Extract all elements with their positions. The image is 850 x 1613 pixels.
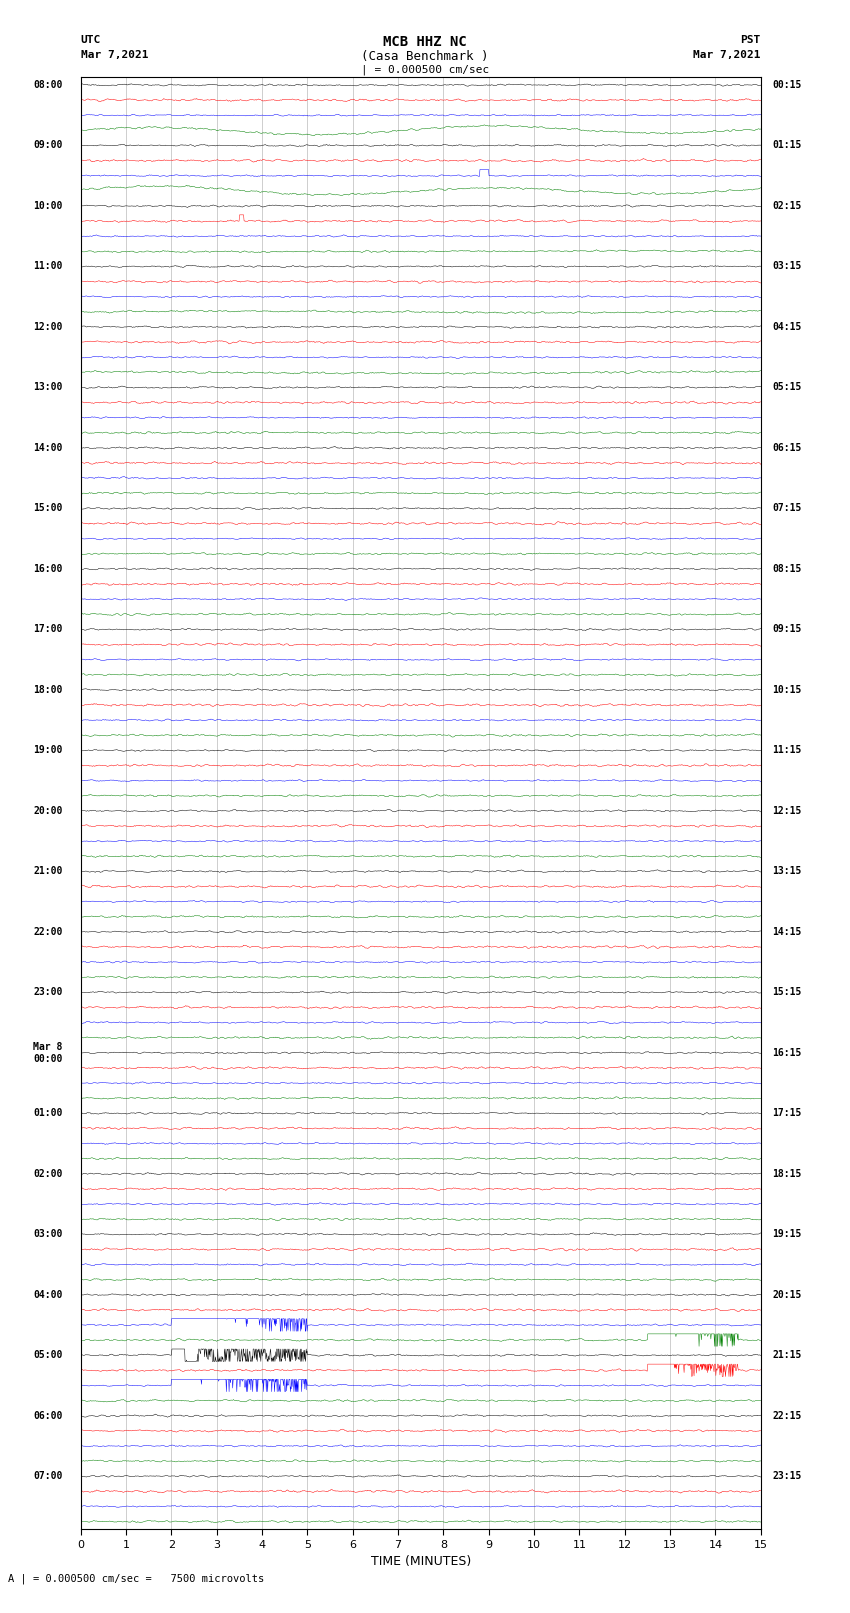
Text: 19:00: 19:00 [33, 745, 63, 755]
Text: 03:00: 03:00 [33, 1229, 63, 1239]
Text: 01:00: 01:00 [33, 1108, 63, 1118]
Text: Mar 8
00:00: Mar 8 00:00 [33, 1042, 63, 1063]
Text: 18:15: 18:15 [772, 1169, 802, 1179]
Text: A | = 0.000500 cm/sec =   7500 microvolts: A | = 0.000500 cm/sec = 7500 microvolts [8, 1573, 264, 1584]
Text: 22:00: 22:00 [33, 927, 63, 937]
Text: 20:15: 20:15 [772, 1290, 802, 1300]
Text: 09:00: 09:00 [33, 140, 63, 150]
Text: 14:00: 14:00 [33, 444, 63, 453]
Text: 04:15: 04:15 [772, 323, 802, 332]
Text: 09:15: 09:15 [772, 624, 802, 634]
Text: 14:15: 14:15 [772, 927, 802, 937]
Text: 05:15: 05:15 [772, 382, 802, 392]
Text: 11:00: 11:00 [33, 261, 63, 271]
Text: 20:00: 20:00 [33, 806, 63, 816]
Text: 10:15: 10:15 [772, 686, 802, 695]
Text: 17:00: 17:00 [33, 624, 63, 634]
Text: (Casa Benchmark ): (Casa Benchmark ) [361, 50, 489, 63]
Text: 01:15: 01:15 [772, 140, 802, 150]
Text: 03:15: 03:15 [772, 261, 802, 271]
Text: 05:00: 05:00 [33, 1350, 63, 1360]
Text: | = 0.000500 cm/sec: | = 0.000500 cm/sec [361, 65, 489, 76]
Text: 17:15: 17:15 [772, 1108, 802, 1118]
Text: 11:15: 11:15 [772, 745, 802, 755]
Text: 02:00: 02:00 [33, 1169, 63, 1179]
Text: 02:15: 02:15 [772, 202, 802, 211]
Text: 18:00: 18:00 [33, 686, 63, 695]
Text: Mar 7,2021: Mar 7,2021 [81, 50, 148, 60]
Text: 12:00: 12:00 [33, 323, 63, 332]
Text: 13:00: 13:00 [33, 382, 63, 392]
Text: 15:00: 15:00 [33, 503, 63, 513]
Text: 21:00: 21:00 [33, 866, 63, 876]
Text: MCB HHZ NC: MCB HHZ NC [383, 35, 467, 50]
Text: 04:00: 04:00 [33, 1290, 63, 1300]
Text: 16:00: 16:00 [33, 565, 63, 574]
Text: PST: PST [740, 35, 761, 45]
Text: 10:00: 10:00 [33, 202, 63, 211]
Text: 08:15: 08:15 [772, 565, 802, 574]
X-axis label: TIME (MINUTES): TIME (MINUTES) [371, 1555, 471, 1568]
Text: 12:15: 12:15 [772, 806, 802, 816]
Text: 16:15: 16:15 [772, 1048, 802, 1058]
Text: 21:15: 21:15 [772, 1350, 802, 1360]
Text: 06:00: 06:00 [33, 1411, 63, 1421]
Text: 19:15: 19:15 [772, 1229, 802, 1239]
Text: Mar 7,2021: Mar 7,2021 [694, 50, 761, 60]
Text: 06:15: 06:15 [772, 444, 802, 453]
Text: 23:15: 23:15 [772, 1471, 802, 1481]
Text: 00:15: 00:15 [772, 81, 802, 90]
Text: 07:00: 07:00 [33, 1471, 63, 1481]
Text: 07:15: 07:15 [772, 503, 802, 513]
Text: UTC: UTC [81, 35, 101, 45]
Text: 13:15: 13:15 [772, 866, 802, 876]
Text: 08:00: 08:00 [33, 81, 63, 90]
Text: 15:15: 15:15 [772, 987, 802, 997]
Text: 23:00: 23:00 [33, 987, 63, 997]
Text: 22:15: 22:15 [772, 1411, 802, 1421]
